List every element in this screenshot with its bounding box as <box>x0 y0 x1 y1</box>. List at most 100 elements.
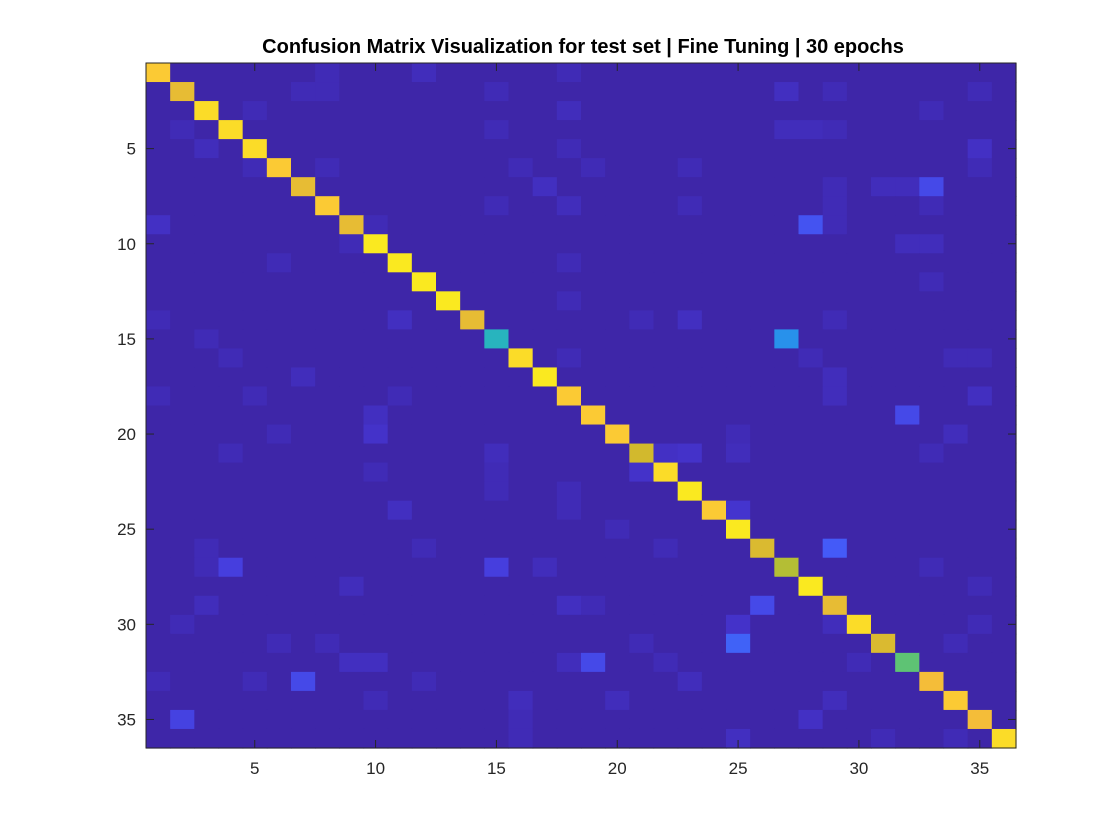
heatmap-cell <box>242 82 268 102</box>
heatmap-cell <box>774 82 800 102</box>
heatmap-cell <box>387 177 413 197</box>
heatmap-cell <box>170 386 195 407</box>
heatmap-cell <box>460 424 485 445</box>
heatmap-cell <box>653 177 679 197</box>
heatmap-cell <box>218 253 244 273</box>
heatmap-cell <box>170 234 195 254</box>
heatmap-cell <box>194 614 220 635</box>
heatmap-cell <box>460 405 485 426</box>
heatmap-cell <box>798 196 824 216</box>
heatmap-cell <box>532 443 558 464</box>
heatmap-cell <box>170 443 195 464</box>
heatmap-cell <box>846 177 872 197</box>
heatmap-cell <box>967 538 993 559</box>
heatmap-cell <box>846 272 872 292</box>
heatmap-cell <box>508 728 534 749</box>
heatmap-cell <box>339 82 365 102</box>
heatmap-cell <box>460 310 485 330</box>
heatmap-cell <box>508 367 534 388</box>
heatmap-cell <box>991 405 1017 426</box>
heatmap-cell <box>871 101 896 121</box>
heatmap-cell <box>170 652 195 673</box>
heatmap-cell <box>556 633 582 654</box>
heatmap-cell <box>387 272 413 292</box>
heatmap-cell <box>653 386 679 407</box>
heatmap-cell <box>726 500 751 521</box>
heatmap-cell <box>460 386 485 407</box>
heatmap-cell <box>629 120 655 140</box>
heatmap-cell <box>387 614 413 635</box>
heatmap-cell <box>411 291 437 311</box>
heatmap-cell <box>460 519 485 540</box>
heatmap-cell <box>701 538 727 559</box>
heatmap-cell <box>605 82 630 102</box>
heatmap-cell <box>363 595 389 616</box>
heatmap-cell <box>846 63 872 83</box>
heatmap-cell <box>484 291 510 311</box>
heatmap-cell <box>991 272 1017 292</box>
heatmap-cell <box>991 386 1017 407</box>
heatmap-cell <box>291 367 316 388</box>
heatmap-cell <box>556 481 582 502</box>
heatmap-cell <box>750 443 775 464</box>
heatmap-cell <box>170 348 195 369</box>
heatmap-cell <box>411 424 437 445</box>
heatmap-cell <box>387 481 413 502</box>
heatmap-cell <box>315 82 340 102</box>
heatmap-cell <box>508 196 534 216</box>
heatmap-cell <box>363 348 389 369</box>
heatmap-cell <box>726 557 751 578</box>
heatmap-cell <box>750 177 775 197</box>
heatmap-cell <box>919 386 945 407</box>
heatmap-cell <box>653 614 679 635</box>
heatmap-cell <box>436 424 461 445</box>
heatmap-cell <box>556 538 582 559</box>
heatmap-cell <box>677 329 703 350</box>
heatmap-cell <box>871 728 896 749</box>
heatmap-cell <box>363 500 389 521</box>
heatmap-cell <box>750 652 775 673</box>
heatmap-cell <box>556 82 582 102</box>
heatmap-cell <box>943 500 969 521</box>
heatmap-cell <box>484 671 510 692</box>
heatmap-cell <box>436 120 461 140</box>
heatmap-cell <box>605 310 630 330</box>
heatmap-cell <box>266 538 292 559</box>
heatmap-cell <box>581 614 606 635</box>
heatmap-cell <box>605 652 630 673</box>
heatmap-cell <box>315 690 340 711</box>
heatmap-cell <box>556 291 582 311</box>
heatmap-cell <box>339 310 365 330</box>
heatmap-cell <box>315 519 340 540</box>
heatmap-cell <box>315 462 340 483</box>
heatmap-cell <box>436 367 461 388</box>
heatmap-cell <box>266 557 292 578</box>
heatmap-cell <box>750 310 775 330</box>
heatmap-cell <box>460 215 485 235</box>
heatmap-cell <box>315 158 340 178</box>
heatmap-cell <box>484 443 510 464</box>
heatmap-cell <box>846 538 872 559</box>
heatmap-cell <box>411 120 437 140</box>
heatmap-cell <box>846 576 872 597</box>
heatmap-cell <box>436 614 461 635</box>
heatmap-cell <box>170 481 195 502</box>
heatmap-cell <box>653 253 679 273</box>
heatmap-cell <box>605 63 630 83</box>
heatmap-cell <box>653 63 679 83</box>
heatmap-cell <box>484 481 510 502</box>
heatmap-cell <box>581 215 606 235</box>
heatmap-cell <box>508 709 534 730</box>
heatmap-cell <box>726 462 751 483</box>
heatmap-cell <box>846 633 872 654</box>
heatmap-cell <box>363 405 389 426</box>
heatmap-cell <box>291 63 316 83</box>
heatmap-cell <box>508 253 534 273</box>
heatmap-cell <box>629 576 655 597</box>
heatmap-cell <box>846 234 872 254</box>
heatmap-cell <box>871 291 896 311</box>
heatmap-cell <box>822 139 848 159</box>
heatmap-cell <box>436 557 461 578</box>
heatmap-cell <box>387 63 413 83</box>
heatmap-cell <box>919 462 945 483</box>
